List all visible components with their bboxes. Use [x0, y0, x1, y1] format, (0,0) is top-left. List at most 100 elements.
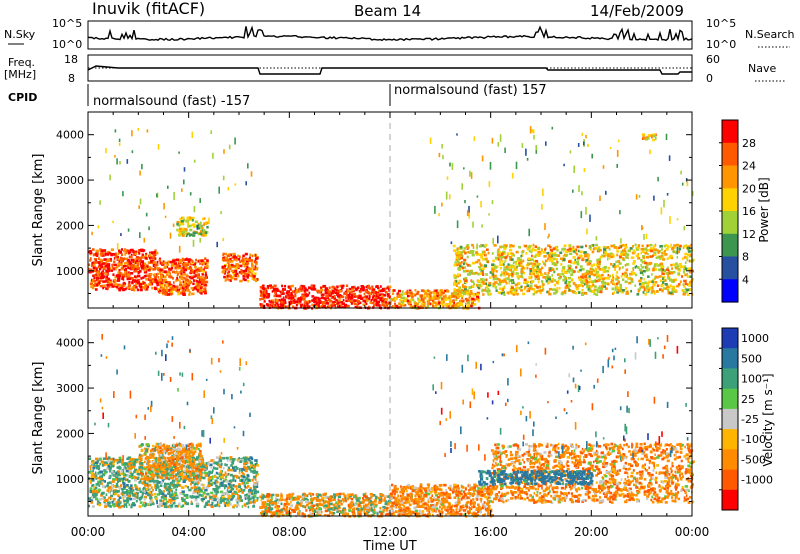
range-cell [545, 275, 548, 279]
range-cell [359, 301, 362, 305]
range-cell [562, 272, 564, 276]
range-cell [90, 472, 94, 475]
range-cell [124, 248, 127, 252]
range-cell [111, 285, 115, 288]
range-cell [510, 266, 513, 270]
noise-sky-trace [87, 25, 693, 42]
range-cell [149, 252, 151, 256]
range-cell [222, 484, 226, 487]
range-cell [249, 269, 252, 272]
range-cell [497, 235, 499, 244]
range-cell [508, 272, 513, 276]
range-cell [387, 302, 390, 305]
range-cell [525, 252, 528, 255]
range-cell [535, 145, 537, 151]
range-cell [216, 481, 219, 484]
range-cell [170, 268, 172, 272]
range-cell [192, 225, 195, 228]
range-cell [119, 161, 121, 165]
range-cell [202, 279, 205, 282]
range-cell [633, 250, 637, 254]
range-cell [255, 267, 258, 271]
range-cell [192, 279, 195, 282]
range-cell [114, 275, 117, 279]
range-cell [130, 472, 134, 476]
range-cell [406, 289, 408, 293]
range-cell [115, 501, 118, 504]
range-cell [252, 467, 255, 470]
range-cell [247, 495, 251, 498]
range-cell [139, 468, 143, 472]
range-cell [457, 286, 460, 290]
range-cell [184, 285, 187, 288]
range-cell [132, 250, 135, 253]
range-cell [127, 284, 131, 287]
range-cell [336, 302, 340, 306]
range-cell [651, 290, 655, 293]
range-cell [658, 288, 663, 291]
range-cell [322, 284, 327, 288]
range-cell [93, 263, 96, 266]
range-cell [152, 255, 156, 258]
range-cell [158, 488, 161, 492]
range-cell [140, 248, 144, 252]
range-cell [143, 274, 147, 278]
range-cell [234, 183, 237, 186]
range-cell [159, 268, 163, 271]
range-cell [197, 490, 200, 494]
range-cell [682, 283, 684, 286]
range-cell [358, 294, 361, 298]
range-cell [366, 285, 369, 288]
range-cell [646, 269, 649, 272]
range-cell [464, 200, 466, 204]
range-cell [638, 194, 641, 198]
range-cell [529, 268, 532, 271]
range-cell [154, 273, 157, 276]
range-cell [158, 282, 161, 286]
range-cell [553, 283, 557, 287]
range-cell [556, 249, 559, 252]
range-cell [386, 286, 389, 290]
range-cell [428, 293, 431, 297]
range-cell [153, 483, 156, 487]
range-cell [105, 272, 108, 276]
range-cell [242, 254, 245, 258]
range-cell [552, 253, 555, 256]
range-cell [164, 265, 167, 269]
range-cell [276, 298, 280, 302]
range-cell [495, 265, 499, 269]
range-cell [682, 291, 686, 294]
range-cell [223, 486, 226, 490]
range-cell [498, 251, 502, 254]
range-cell [196, 283, 200, 286]
range-cell [213, 493, 216, 497]
range-cell [172, 501, 176, 505]
range-cell [226, 459, 229, 462]
range-cell [208, 476, 212, 479]
range-cell [149, 496, 153, 500]
range-cell [615, 278, 619, 281]
range-cell [422, 304, 426, 307]
range-cell [171, 503, 174, 506]
range-cell [471, 285, 475, 288]
range-cell [420, 294, 423, 298]
range-cell [118, 138, 121, 142]
range-cell [561, 269, 564, 273]
range-cell [506, 252, 510, 255]
range-cell [646, 288, 650, 292]
range-cell [468, 205, 470, 213]
range-cell [173, 262, 177, 265]
range-cell [130, 457, 134, 461]
range-cell [199, 490, 203, 493]
range-cell [464, 266, 467, 269]
range-cell [662, 256, 665, 259]
range-cell [580, 280, 583, 284]
range-cell [221, 499, 225, 503]
range-cell [255, 485, 259, 488]
range-cell [99, 477, 103, 481]
range-cell [253, 500, 256, 504]
range-cell [127, 258, 130, 262]
range-cell [372, 298, 374, 301]
range-cell [239, 499, 241, 503]
range-cell [585, 260, 588, 263]
